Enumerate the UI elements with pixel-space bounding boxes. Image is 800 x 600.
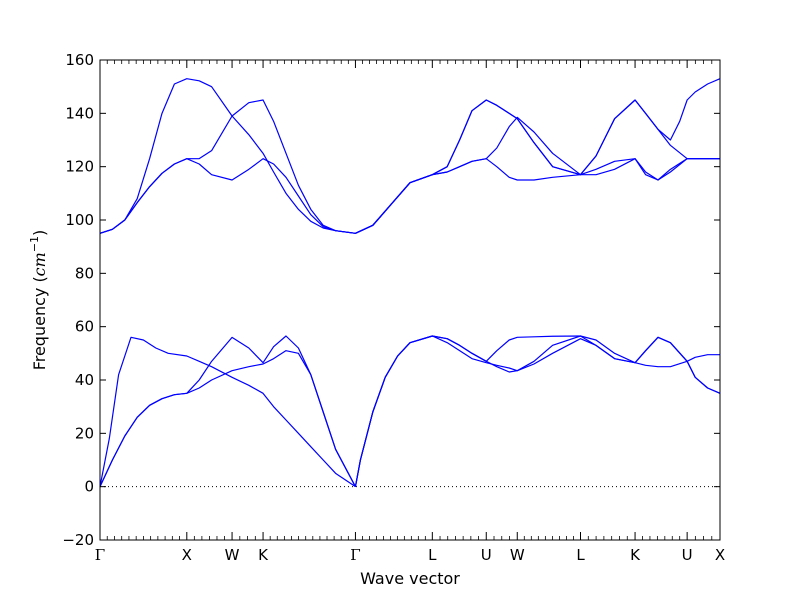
y-axis-label-suffix: ): [30, 230, 49, 236]
y-tick-label: 160: [65, 51, 94, 69]
x-tick-label-10: K: [630, 546, 641, 564]
phonon-branch-13: [354, 335, 721, 487]
y-tick-label: 100: [65, 211, 94, 229]
plot-area: [99, 78, 721, 488]
phonon-branch-7: [355, 78, 721, 234]
y-axis-label-unit: cm: [30, 252, 49, 276]
x-tick-label-6: L: [428, 546, 437, 564]
y-axis: −20 0 20 40 60 80 100 120 140 160: [62, 51, 720, 549]
y-axis-label-prefix: Frequency (: [30, 276, 49, 370]
phonon-branch-3: [99, 158, 356, 234]
phonon-branch-1: [99, 78, 356, 234]
phonon-branch-10: [99, 350, 356, 487]
x-tick-label-11: U: [682, 546, 693, 564]
y-tick-label: 20: [75, 424, 94, 442]
y-tick-label: 60: [75, 318, 94, 336]
x-axis-label: Wave vector: [360, 569, 460, 588]
y-tick-label: 80: [75, 264, 94, 282]
x-tick-label-5: Γ: [350, 546, 360, 564]
y-tick-label: 0: [84, 478, 94, 496]
y-axis-label: Frequency (cm−1): [28, 230, 49, 371]
y-tick-label: 120: [65, 158, 94, 176]
x-tick-label-4: K: [258, 546, 269, 564]
x-tick-label-8: W: [510, 546, 525, 564]
y-tick-label: 40: [75, 371, 94, 389]
plot-frame: [99, 59, 721, 541]
y-tick-label: −20: [62, 531, 94, 549]
phonon-branch-8: [99, 336, 356, 488]
y-tick-label: 140: [65, 104, 94, 122]
y-axis-label-exponent: −1: [28, 236, 41, 252]
x-tick-label-9: L: [576, 546, 585, 564]
x-tick-label-2: X: [182, 546, 192, 564]
x-tick-label-7: U: [481, 546, 492, 564]
x-tick-label-1: Γ: [95, 546, 105, 564]
x-tick-label-12: X: [715, 546, 725, 564]
x-tick-label-3: W: [225, 546, 240, 564]
